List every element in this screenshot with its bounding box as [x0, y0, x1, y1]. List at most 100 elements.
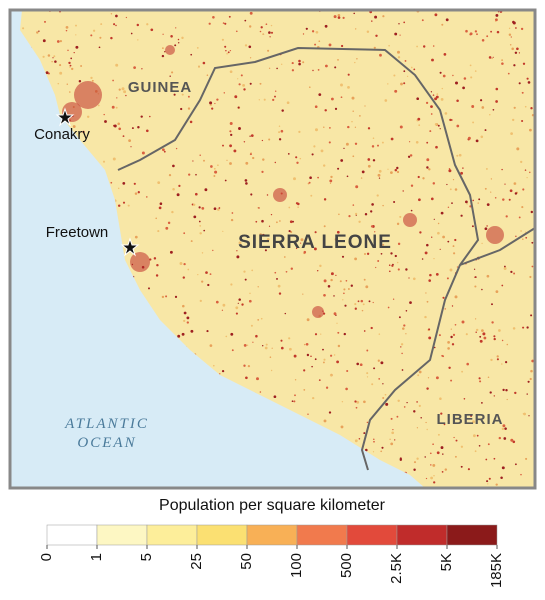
population-dot — [115, 14, 118, 18]
population-dot — [223, 92, 226, 94]
population-dot — [421, 258, 424, 260]
population-dot — [424, 456, 426, 458]
population-dot — [441, 23, 444, 26]
population-dot — [269, 36, 271, 38]
population-dot — [345, 279, 348, 282]
population-dot — [296, 161, 299, 164]
population-dot — [130, 32, 133, 35]
population-dot — [371, 203, 374, 206]
population-dot — [130, 146, 132, 148]
population-dot — [472, 420, 476, 424]
population-dot — [505, 361, 508, 364]
population-dot — [385, 402, 389, 406]
population-dot — [357, 300, 360, 303]
population-dot — [213, 175, 216, 177]
population-dot — [479, 339, 483, 343]
population-dot — [403, 406, 406, 408]
population-dot — [486, 480, 489, 483]
population-dot — [213, 207, 217, 211]
population-dot — [244, 278, 247, 281]
population-dot — [377, 359, 380, 362]
population-dot — [259, 30, 262, 33]
population-dot — [432, 463, 436, 467]
population-dot — [448, 169, 452, 173]
population-dot — [426, 428, 428, 431]
population-dot — [418, 370, 422, 374]
population-dot — [249, 25, 252, 28]
population-dot — [382, 243, 385, 246]
population-dot — [203, 159, 205, 162]
population-dot — [479, 335, 482, 338]
population-dot — [426, 300, 429, 303]
population-dot — [177, 334, 181, 338]
legend-tick-label: 2.5K — [388, 553, 405, 584]
population-dot — [246, 344, 249, 346]
population-dot — [354, 307, 357, 310]
population-dot — [432, 94, 435, 96]
population-dot — [418, 404, 421, 407]
population-dot — [475, 328, 479, 332]
population-dot — [298, 59, 301, 63]
population-dot — [376, 194, 379, 197]
population-dot — [478, 198, 481, 201]
population-dot — [435, 376, 439, 380]
population-dot — [181, 332, 185, 336]
population-dot — [250, 134, 254, 137]
population-dot — [521, 91, 524, 94]
population-dot — [98, 46, 101, 49]
population-dot — [247, 364, 251, 368]
population-dot — [513, 106, 516, 109]
population-dot — [342, 299, 344, 301]
population-dot — [38, 30, 40, 32]
population-dot — [270, 24, 273, 27]
legend-swatch — [446, 524, 498, 546]
population-dot — [462, 167, 464, 169]
population-dot — [360, 299, 364, 303]
population-dot — [430, 464, 432, 466]
population-dot — [486, 274, 490, 278]
population-dot — [439, 397, 442, 400]
population-dot — [53, 55, 56, 58]
population-dot — [515, 27, 517, 29]
population-dot — [356, 362, 360, 366]
map-frame — [8, 8, 537, 490]
population-dot — [393, 74, 396, 77]
population-dot — [388, 44, 390, 47]
population-dot — [343, 288, 346, 291]
population-dot — [313, 247, 317, 251]
population-dot — [529, 171, 531, 174]
population-dot — [258, 99, 260, 101]
population-dot — [237, 106, 240, 109]
population-dot — [501, 168, 503, 171]
population-dot — [434, 97, 438, 101]
population-dot — [425, 292, 427, 294]
population-dot — [479, 380, 482, 383]
population-dot — [225, 335, 228, 338]
population-dot — [378, 169, 382, 173]
population-dot — [291, 62, 294, 65]
population-dot — [360, 177, 363, 179]
population-dot — [192, 160, 194, 162]
population-dot — [311, 365, 313, 368]
population-dot — [501, 466, 505, 470]
population-dot — [334, 66, 337, 69]
population-dot — [330, 278, 333, 282]
population-dot — [370, 210, 373, 213]
population-dot — [299, 157, 302, 160]
population-dot — [455, 439, 458, 442]
population-dot — [424, 251, 428, 255]
population-dot — [350, 284, 353, 287]
population-dot — [194, 192, 198, 196]
population-dot — [252, 341, 254, 343]
population-dot — [429, 452, 432, 455]
population-dot — [264, 346, 268, 350]
population-dot — [498, 436, 501, 440]
population-dot — [229, 49, 232, 52]
population-dot — [243, 344, 247, 347]
population-dot — [293, 177, 296, 181]
population-dot — [274, 271, 277, 274]
population-dot — [153, 257, 157, 260]
population-dot — [163, 150, 166, 153]
population-dot — [197, 273, 199, 276]
population-dot — [276, 67, 278, 70]
